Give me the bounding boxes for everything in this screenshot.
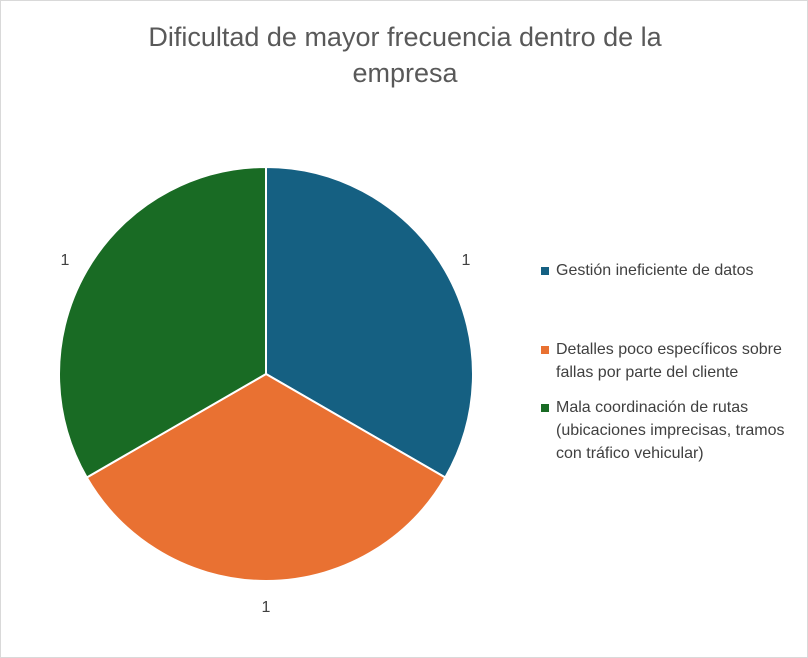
legend-swatch-1 xyxy=(541,267,549,275)
legend-swatch-2 xyxy=(541,346,549,354)
pie-data-labels: 1 1 1 xyxy=(61,252,471,616)
pie-slice-1 xyxy=(265,165,474,479)
data-label-2: 1 xyxy=(262,599,271,616)
legend-label-2: Detalles poco específicos sobre fallas p… xyxy=(556,341,782,381)
legend-label-3: Mala coordinación de rutas (ubicaciones … xyxy=(556,399,785,462)
pie-slice-2 xyxy=(85,372,447,582)
legend: Gestión ineficiente de datos Detalles po… xyxy=(541,259,801,465)
legend-item-2: Detalles poco específicos sobre fallas p… xyxy=(541,338,801,384)
data-label-1: 1 xyxy=(462,252,471,269)
legend-item-1: Gestión ineficiente de datos xyxy=(541,259,801,282)
pie-slice-3 xyxy=(58,165,267,479)
legend-swatch-3 xyxy=(541,404,549,412)
legend-item-3: Mala coordinación de rutas (ubicaciones … xyxy=(541,396,801,465)
chart-title: Dificultad de mayor frecuencia dentro de… xyxy=(148,22,662,88)
data-label-3: 1 xyxy=(61,252,70,269)
pie-slices xyxy=(58,165,474,582)
legend-label-1: Gestión ineficiente de datos xyxy=(556,262,754,279)
